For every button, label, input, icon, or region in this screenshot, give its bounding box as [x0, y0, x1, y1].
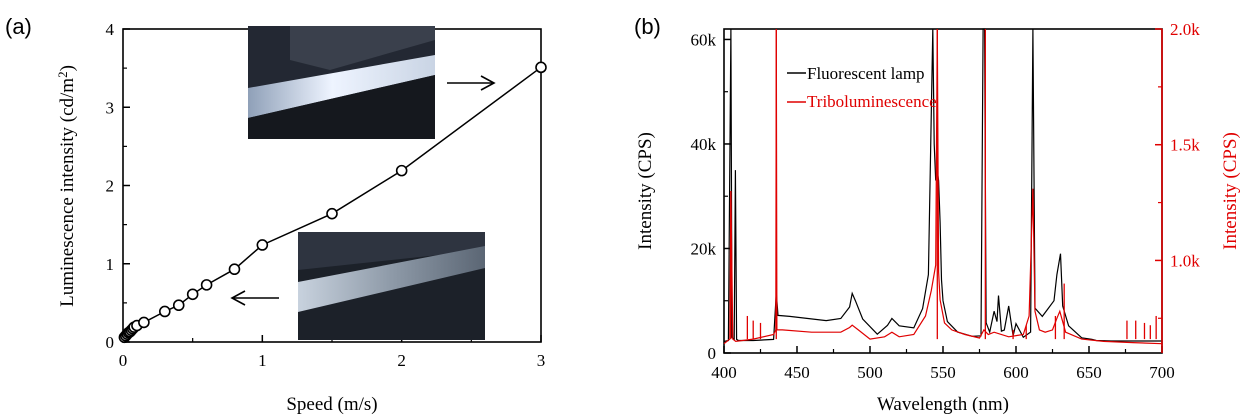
panel-b-left-y-tick-label: 0	[708, 344, 717, 363]
data-point	[395, 164, 408, 177]
panel-b-x-tick-label: 450	[784, 363, 810, 382]
panel-a-x-tick-label: 2	[397, 351, 406, 370]
panel-b-frame	[723, 28, 1163, 354]
panel-b-x-tick-label: 400	[711, 363, 737, 382]
data-point	[138, 316, 150, 329]
panel-a-y-tick-label: 1	[106, 255, 115, 274]
panel-a-y-axis-label: Luminescence intensity (cd/m2)	[55, 65, 78, 307]
arrow-left-icon	[230, 290, 279, 306]
panel-b-x-tick-label: 650	[1076, 363, 1102, 382]
series-line-fluorescent-lamp	[723, 28, 1162, 343]
panel-a-x-axis-label: Speed (m/s)	[286, 394, 377, 415]
data-point	[200, 279, 213, 291]
panel-b-x-tick-label: 550	[930, 363, 956, 382]
panel-a-label: (a)	[5, 14, 32, 39]
data-point	[186, 288, 199, 301]
data-point	[159, 305, 171, 318]
panel-a-markers	[118, 61, 547, 344]
panel-a-y-ticks: 0 1 2 3 4	[106, 20, 130, 352]
panel-b-x-tick-label: 500	[857, 363, 883, 382]
panel-b-plot: 400 450 500 550 600 650 700 0 20k 40k 60k 1.0k 1.5…	[691, 20, 1201, 382]
data-point	[256, 239, 269, 251]
panel-b-x-tick-label: 700	[1149, 363, 1175, 382]
panel-a-y-tick-label: 3	[106, 98, 115, 117]
panel-a-plot: 0 1 2 3 0 1 2 3 4	[106, 20, 547, 370]
bright-inset	[248, 26, 435, 139]
panel-b-label: (b)	[634, 14, 661, 39]
panel-b-x-tick-label: 600	[1003, 363, 1029, 382]
dim-inset	[298, 232, 485, 340]
panel-b-right-y-tick-label: 1.0k	[1170, 251, 1200, 270]
panel-b-right-y-axis-label: Intensity (CPS)	[1220, 132, 1241, 250]
panel-b-right-y-tick-label: 1.5k	[1170, 136, 1200, 155]
panel-a-y-tick-label: 2	[106, 177, 115, 196]
panel-a-x-tick-label: 0	[119, 351, 128, 370]
legend-label-lamp: Fluorescent lamp	[807, 64, 925, 83]
panel-b-left-y-tick-label: 60k	[691, 30, 717, 49]
panel-b-legend: Fluorescent lamp Triboluminescence	[787, 64, 937, 111]
legend-label-tribo: Triboluminescence	[807, 92, 937, 111]
panel-b-x-axis-label: Wavelength (nm)	[877, 394, 1009, 415]
panel-b-left-y-ticks: 0 20k 40k 60k	[691, 30, 731, 363]
data-point	[228, 263, 241, 276]
panel-b-left-y-axis-label: Intensity (CPS)	[635, 132, 656, 250]
panel-b-right-y-tick-label: 2.0k	[1170, 20, 1200, 39]
panel-b-left-y-tick-label: 40k	[691, 135, 717, 154]
data-point	[172, 299, 185, 312]
arrow-right-icon	[447, 75, 496, 91]
panel-a-x-ticks: 0 1 2 3	[119, 335, 546, 370]
panel-a-x-tick-label: 3	[537, 351, 546, 370]
panel-a-x-tick-label: 1	[258, 351, 267, 370]
data-point	[535, 61, 547, 74]
panel-b-x-ticks: 400 450 500 550 600 650 700	[711, 346, 1175, 382]
panel-b-series	[723, 28, 1163, 345]
panel-a-y-tick-label: 0	[106, 333, 115, 352]
panel-b-left-y-tick-label: 20k	[691, 239, 717, 258]
data-point	[326, 207, 338, 220]
panel-a-y-tick-label: 4	[106, 20, 115, 39]
